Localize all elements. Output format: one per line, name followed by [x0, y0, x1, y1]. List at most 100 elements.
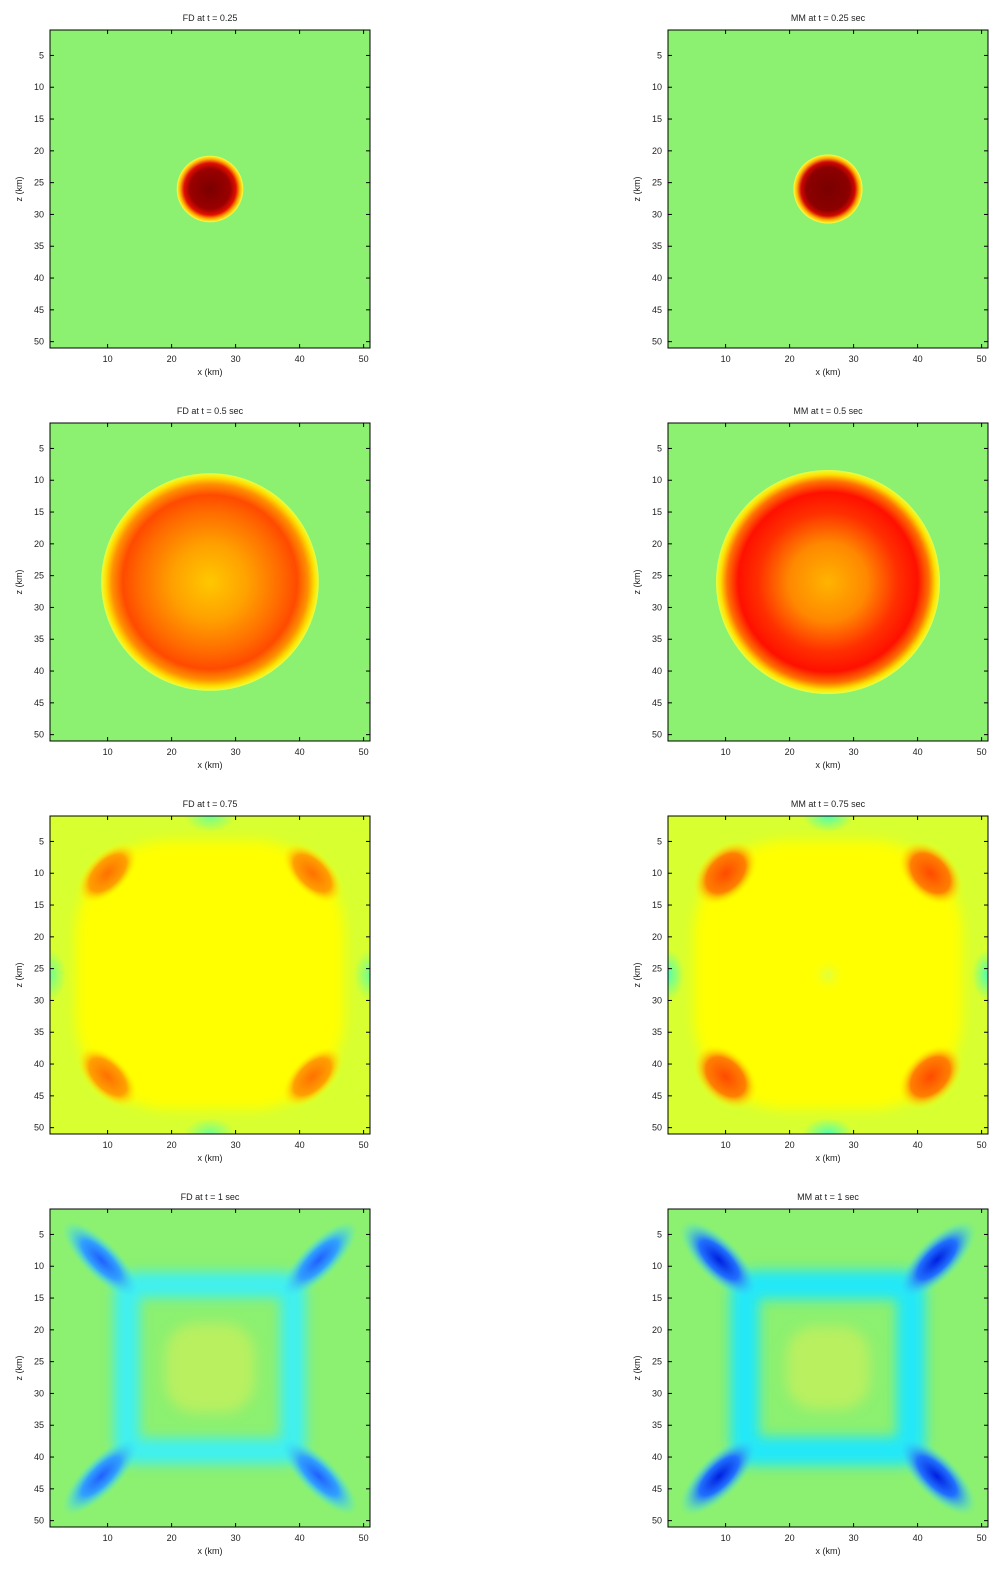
y-tick-label: 20 — [652, 146, 662, 156]
panel-3: 10 20 30 40 50 5 10 15 20 25 30 35 40 45 50 FD at t = 0… — [14, 406, 371, 770]
y-tick-label: 30 — [34, 602, 44, 612]
y-tick-label: 30 — [652, 602, 662, 612]
y-tick-label: 15 — [34, 900, 44, 910]
y-tick-label: 20 — [652, 539, 662, 549]
y-tick-label: 5 — [39, 443, 44, 453]
y-axis-label: z (km) — [14, 963, 24, 988]
x-tick-label: 10 — [103, 1140, 113, 1150]
x-tick-label: 20 — [167, 1140, 177, 1150]
y-axis-label: z (km) — [632, 1356, 642, 1381]
x-tick-label: 20 — [785, 1140, 795, 1150]
y-tick-label: 50 — [34, 337, 44, 347]
wave-blob — [897, 1220, 976, 1299]
x-tick-label: 10 — [103, 1533, 113, 1543]
x-tick-label: 50 — [977, 747, 987, 757]
heatmap-field — [50, 30, 370, 348]
wave-blob — [176, 155, 244, 223]
y-tick-label: 30 — [34, 995, 44, 1005]
y-tick-label: 5 — [39, 836, 44, 846]
panel-title: FD at t = 0.5 sec — [177, 406, 244, 416]
y-tick-label: 35 — [34, 241, 44, 251]
axes-frame — [667, 1208, 989, 1528]
y-tick-label: 10 — [652, 82, 662, 92]
x-tick-label: 40 — [913, 354, 923, 364]
wave-blob — [184, 816, 236, 832]
y-tick-label: 35 — [652, 1027, 662, 1037]
wave-blob — [281, 1045, 344, 1108]
axes-frame — [667, 29, 989, 349]
y-axis-label: z (km) — [14, 1356, 24, 1381]
panel-4: 10 20 30 40 50 5 10 15 20 25 30 35 40 45 50 MM at t = 0… — [632, 406, 989, 770]
axes-frame — [49, 1208, 371, 1528]
x-tick-label: 10 — [721, 1140, 731, 1150]
y-tick-label: 15 — [34, 114, 44, 124]
x-axis-label: x (km) — [816, 1546, 841, 1556]
x-tick-label: 20 — [785, 1533, 795, 1543]
panel-title: MM at t = 0.5 sec — [793, 406, 863, 416]
x-tick-label: 50 — [359, 1533, 369, 1543]
y-tick-label: 50 — [34, 1516, 44, 1526]
panel-title: MM at t = 0.75 sec — [791, 799, 866, 809]
y-tick-label: 40 — [652, 666, 662, 676]
y-tick-label: 45 — [34, 1091, 44, 1101]
x-tick-label: 50 — [977, 1140, 987, 1150]
y-tick-label: 35 — [34, 634, 44, 644]
panel-title: MM at t = 0.25 sec — [791, 13, 866, 23]
y-tick-label: 15 — [34, 1293, 44, 1303]
x-tick-label: 40 — [295, 747, 305, 757]
y-tick-label: 25 — [34, 178, 44, 188]
x-tick-label: 10 — [721, 747, 731, 757]
y-tick-label: 15 — [652, 114, 662, 124]
heatmap-field — [668, 423, 988, 741]
panel-title: FD at t = 0.75 — [183, 799, 238, 809]
wave-blob — [62, 1221, 140, 1299]
y-tick-label: 20 — [652, 932, 662, 942]
wave-blob — [280, 1437, 358, 1515]
wave-blob — [692, 840, 759, 906]
y-tick-label: 10 — [34, 475, 44, 485]
x-tick-label: 10 — [721, 354, 731, 364]
x-tick-label: 40 — [913, 1533, 923, 1543]
y-tick-label: 35 — [652, 1420, 662, 1430]
x-tick-label: 10 — [103, 354, 113, 364]
y-tick-label: 30 — [34, 1388, 44, 1398]
y-tick-label: 5 — [657, 50, 662, 60]
y-tick-label: 50 — [652, 730, 662, 740]
y-tick-label: 45 — [652, 698, 662, 708]
x-tick-label: 10 — [103, 747, 113, 757]
panel-1: 10 20 30 40 50 5 10 15 20 25 30 35 40 45 50 FD at t = 0… — [14, 13, 371, 377]
wave-blob — [354, 949, 370, 1001]
y-tick-label: 15 — [652, 900, 662, 910]
x-tick-label: 30 — [849, 747, 859, 757]
axes-frame — [49, 29, 371, 349]
field-region — [165, 1323, 255, 1413]
wave-blob — [972, 949, 988, 1001]
y-tick-label: 40 — [652, 273, 662, 283]
x-axis-label: x (km) — [198, 760, 223, 770]
y-tick-label: 10 — [652, 868, 662, 878]
y-tick-label: 25 — [34, 1357, 44, 1367]
y-tick-label: 40 — [652, 1059, 662, 1069]
y-tick-label: 40 — [652, 1452, 662, 1462]
y-tick-label: 10 — [652, 1261, 662, 1271]
wave-blob — [680, 1437, 759, 1516]
y-tick-label: 25 — [652, 178, 662, 188]
panel-7: 10 20 30 40 50 5 10 15 20 25 30 35 40 45 50 FD at t = 1… — [14, 1192, 371, 1556]
y-tick-label: 35 — [34, 1027, 44, 1037]
wave-blob — [802, 1118, 854, 1134]
x-tick-label: 50 — [359, 354, 369, 364]
wave-blob — [281, 842, 344, 905]
x-tick-label: 30 — [231, 1140, 241, 1150]
x-tick-label: 20 — [167, 354, 177, 364]
wave-blob — [668, 949, 684, 1001]
y-tick-label: 10 — [34, 868, 44, 878]
y-tick-label: 20 — [34, 539, 44, 549]
y-tick-label: 5 — [657, 836, 662, 846]
x-tick-label: 30 — [849, 1533, 859, 1543]
y-tick-label: 40 — [34, 1452, 44, 1462]
x-tick-label: 10 — [721, 1533, 731, 1543]
y-tick-label: 5 — [657, 1229, 662, 1239]
x-axis-label: x (km) — [816, 1153, 841, 1163]
y-tick-label: 45 — [652, 1091, 662, 1101]
axes-frame — [667, 815, 989, 1135]
